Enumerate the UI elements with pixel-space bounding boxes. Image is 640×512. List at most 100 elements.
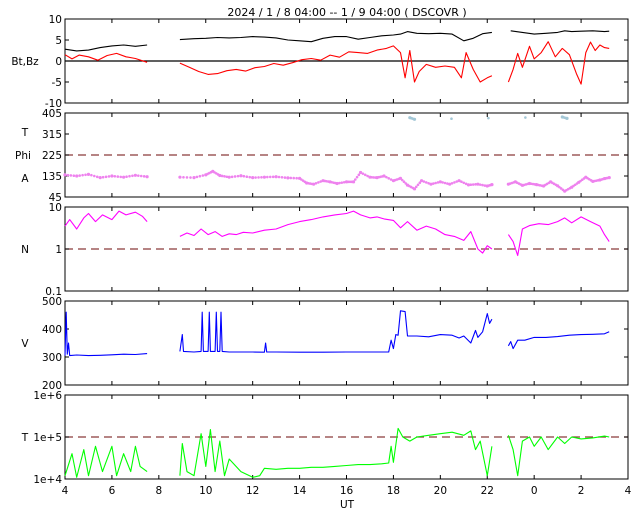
data-point	[310, 182, 314, 186]
data-point	[441, 181, 444, 184]
data-point	[334, 181, 337, 185]
series-line-temperature	[507, 435, 610, 477]
data-point	[416, 183, 420, 187]
data-point	[268, 175, 272, 179]
x-tick-label: 12	[246, 485, 259, 497]
data-point	[338, 181, 341, 185]
data-point	[101, 175, 105, 179]
data-point	[524, 116, 527, 119]
data-point	[340, 181, 344, 184]
y-tick-label: 0	[55, 56, 62, 68]
y-tick-label: 45	[49, 192, 62, 204]
data-point	[274, 175, 278, 179]
data-point	[295, 176, 298, 180]
data-point	[380, 175, 384, 178]
data-point	[209, 170, 213, 174]
data-point	[404, 182, 408, 185]
data-point	[292, 176, 296, 180]
x-tick-label: 4	[62, 485, 69, 497]
data-point	[471, 183, 475, 186]
data-point	[182, 175, 185, 179]
data-point	[411, 186, 415, 190]
x-tick-label: 2	[578, 485, 585, 497]
y-axis-label: N	[21, 244, 29, 256]
series-line-density	[64, 210, 148, 230]
data-point	[602, 177, 605, 181]
x-tick-label: 20	[434, 485, 447, 497]
panel-bfield: 10 5 0 -5 -10 Bt,Bz	[11, 14, 629, 110]
data-point	[483, 184, 487, 187]
data-point	[201, 174, 205, 177]
series-line-bfield	[64, 52, 148, 63]
data-point	[469, 183, 473, 186]
y-tick-label: 200	[42, 380, 62, 392]
data-point	[438, 180, 442, 184]
data-point	[95, 175, 99, 179]
data-point	[366, 174, 369, 178]
y-axis-label: V	[21, 338, 29, 350]
data-point	[133, 173, 137, 177]
data-point	[387, 177, 391, 180]
data-point	[575, 182, 579, 185]
data-point	[220, 174, 224, 178]
series-line-bfield	[179, 45, 493, 83]
data-point	[512, 181, 515, 184]
data-point	[476, 182, 480, 186]
data-point	[455, 180, 459, 183]
y-tick-label: 225	[42, 150, 62, 162]
y-tick-label: 1e+6	[33, 390, 62, 402]
data-point	[568, 186, 572, 190]
data-point	[519, 183, 522, 186]
data-point	[418, 181, 422, 185]
data-point	[474, 183, 477, 186]
data-point	[233, 175, 237, 178]
data-point	[245, 175, 249, 178]
series-line-bfield	[507, 41, 610, 85]
data-point	[547, 181, 551, 185]
data-point	[227, 175, 231, 179]
chart-title: 2024 / 1 / 8 04:00 -- 1 / 9 04:00 ( DSCO…	[227, 6, 466, 19]
x-tick-label: 18	[387, 485, 400, 497]
panel-temperature: 1e+6 1e+5 1e+4 T	[21, 390, 629, 486]
x-tick-label: 8	[155, 485, 162, 497]
data-point	[260, 175, 263, 179]
data-point	[185, 176, 189, 179]
data-point	[192, 176, 196, 180]
data-point	[481, 183, 484, 187]
data-point	[450, 181, 454, 185]
data-point	[98, 176, 102, 180]
series-line-temperature	[179, 427, 493, 478]
y-tick-label: 500	[42, 296, 62, 308]
series-line-density	[179, 210, 493, 254]
data-point	[357, 173, 361, 177]
x-tick-label: 4	[625, 485, 632, 497]
data-point	[63, 173, 67, 177]
panel-angle: 405 315 225 135 45 T Phi A	[15, 108, 629, 204]
y-tick-label: 300	[42, 352, 62, 364]
data-point	[342, 180, 346, 184]
series-line-bfield	[510, 30, 610, 35]
y-tick-label: 135	[42, 171, 62, 183]
data-point	[145, 175, 149, 179]
data-point	[257, 176, 260, 179]
data-point	[540, 184, 544, 187]
data-point	[385, 175, 388, 179]
data-point	[443, 181, 447, 185]
series-line-speed	[507, 331, 610, 350]
data-point	[582, 177, 586, 180]
series-line-speed	[64, 311, 148, 357]
y-tick-label: 1	[55, 244, 62, 256]
data-point	[84, 173, 87, 177]
data-point	[254, 176, 257, 179]
data-point	[412, 117, 415, 121]
x-tick-label: 16	[340, 485, 354, 497]
panel-density: 10 1 0.1 N	[21, 202, 629, 298]
data-point	[353, 178, 357, 181]
data-point	[128, 174, 131, 178]
data-point	[606, 176, 610, 180]
data-point	[139, 174, 143, 178]
data-point	[489, 183, 493, 187]
data-point	[419, 179, 424, 183]
x-tick-label: 6	[109, 485, 116, 497]
